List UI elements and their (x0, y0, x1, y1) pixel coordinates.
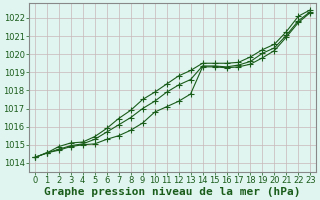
X-axis label: Graphe pression niveau de la mer (hPa): Graphe pression niveau de la mer (hPa) (44, 186, 301, 197)
